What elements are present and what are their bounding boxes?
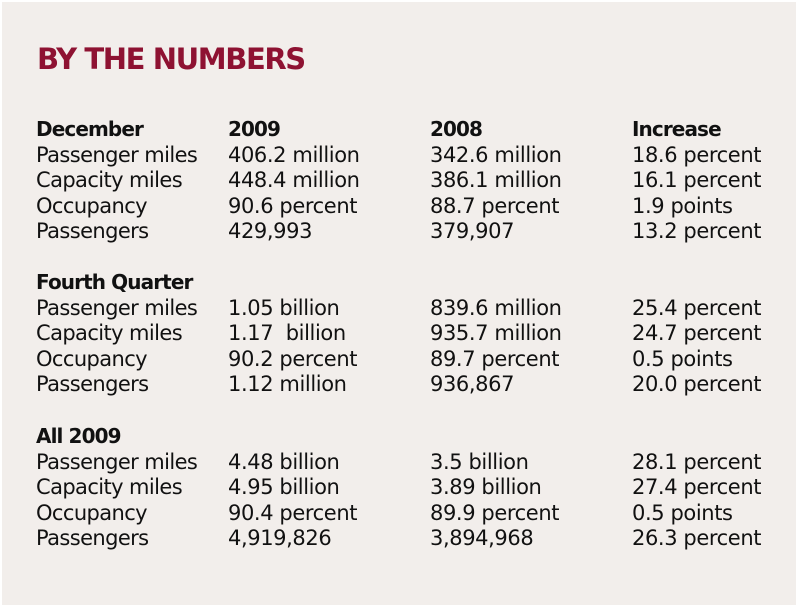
section-heading: All 2009: [36, 424, 122, 448]
table-row: Capacity miles 448.4 million 386.1 milli…: [2, 168, 796, 194]
row-label: Passengers: [36, 372, 149, 397]
row-label: Passengers: [36, 219, 149, 244]
row-label: Occupancy: [36, 500, 148, 525]
section-header-row: Fourth Quarter: [2, 270, 796, 296]
row-label: Passenger miles: [36, 449, 198, 474]
value-2008: 89.9 percent: [430, 500, 560, 525]
table-row: Passengers 4,919,826 3,894,968 26.3 perc…: [2, 526, 796, 552]
value-2008: 3.89 billion: [430, 475, 542, 500]
value-increase: 24.7 percent: [632, 321, 762, 346]
value-increase: 18.6 percent: [632, 142, 762, 167]
table-row: Passenger miles 406.2 million 342.6 mill…: [2, 143, 796, 169]
row-label: Capacity miles: [36, 168, 183, 193]
row-label: Passengers: [36, 526, 149, 551]
row-label: Occupancy: [36, 193, 148, 218]
table-row: Passenger miles 1.05 billion 839.6 milli…: [2, 296, 796, 322]
value-increase: 26.3 percent: [632, 526, 762, 551]
section-december: December 2009 2008 Increase Passenger mi…: [2, 117, 796, 245]
row-label: Passenger miles: [36, 142, 198, 167]
value-2009: 4.95 billion: [228, 475, 340, 500]
row-label: Capacity miles: [36, 321, 183, 346]
value-increase: 0.5 points: [632, 346, 733, 371]
value-2008: 342.6 million: [430, 142, 562, 167]
value-2008: 88.7 percent: [430, 193, 560, 218]
value-2009: 1.17 billion: [228, 321, 346, 346]
section-heading: December: [36, 117, 144, 141]
table-row: Occupancy 90.2 percent 89.7 percent 0.5 …: [2, 347, 796, 373]
value-2009: 406.2 million: [228, 142, 360, 167]
value-increase: 27.4 percent: [632, 475, 762, 500]
section-fourth-quarter: Fourth Quarter Passenger miles 1.05 bill…: [2, 270, 796, 398]
section-header-row: December 2009 2008 Increase: [2, 117, 796, 143]
table-row: Passengers 1.12 million 936,867 20.0 per…: [2, 372, 796, 398]
value-2008: 839.6 million: [430, 295, 562, 320]
table-row: Occupancy 90.4 percent 89.9 percent 0.5 …: [2, 501, 796, 527]
table-row: Passenger miles 4.48 billion 3.5 billion…: [2, 450, 796, 476]
value-increase: 0.5 points: [632, 500, 733, 525]
value-2009: 1.12 million: [228, 372, 347, 397]
row-label: Capacity miles: [36, 475, 183, 500]
row-label: Passenger miles: [36, 295, 198, 320]
value-2008: 386.1 million: [430, 168, 562, 193]
section-header-row: All 2009: [2, 424, 796, 450]
value-2008: 379,907: [430, 219, 515, 244]
value-2009: 90.4 percent: [228, 500, 358, 525]
table-row: Occupancy 90.6 percent 88.7 percent 1.9 …: [2, 194, 796, 220]
table-row: Capacity miles 4.95 billion 3.89 billion…: [2, 475, 796, 501]
value-2009: 448.4 million: [228, 168, 360, 193]
value-2009: 4.48 billion: [228, 449, 340, 474]
value-increase: 16.1 percent: [632, 168, 762, 193]
value-2008: 3,894,968: [430, 526, 534, 551]
value-increase: 25.4 percent: [632, 295, 762, 320]
value-increase: 1.9 points: [632, 193, 733, 218]
value-increase: 20.0 percent: [632, 372, 762, 397]
value-2009: 4,919,826: [228, 526, 332, 551]
value-2009: 90.6 percent: [228, 193, 358, 218]
value-increase: 13.2 percent: [632, 219, 762, 244]
value-2008: 935.7 million: [430, 321, 562, 346]
value-2008: 3.5 billion: [430, 449, 529, 474]
value-2008: 936,867: [430, 372, 515, 397]
section-all-2009: All 2009 Passenger miles 4.48 billion 3.…: [2, 424, 796, 552]
column-header-2008: 2008: [430, 117, 483, 141]
column-header-2009: 2009: [228, 117, 281, 141]
row-label: Occupancy: [36, 346, 148, 371]
column-header-increase: Increase: [632, 117, 722, 141]
panel-title: BY THE NUMBERS: [37, 42, 306, 76]
table-row: Passengers 429,993 379,907 13.2 percent: [2, 219, 796, 245]
value-2008: 89.7 percent: [430, 346, 560, 371]
value-2009: 1.05 billion: [228, 295, 340, 320]
table-row: Capacity miles 1.17 billion 935.7 millio…: [2, 321, 796, 347]
section-heading: Fourth Quarter: [36, 270, 193, 294]
value-2009: 90.2 percent: [228, 346, 358, 371]
value-2009: 429,993: [228, 219, 313, 244]
value-increase: 28.1 percent: [632, 449, 762, 474]
